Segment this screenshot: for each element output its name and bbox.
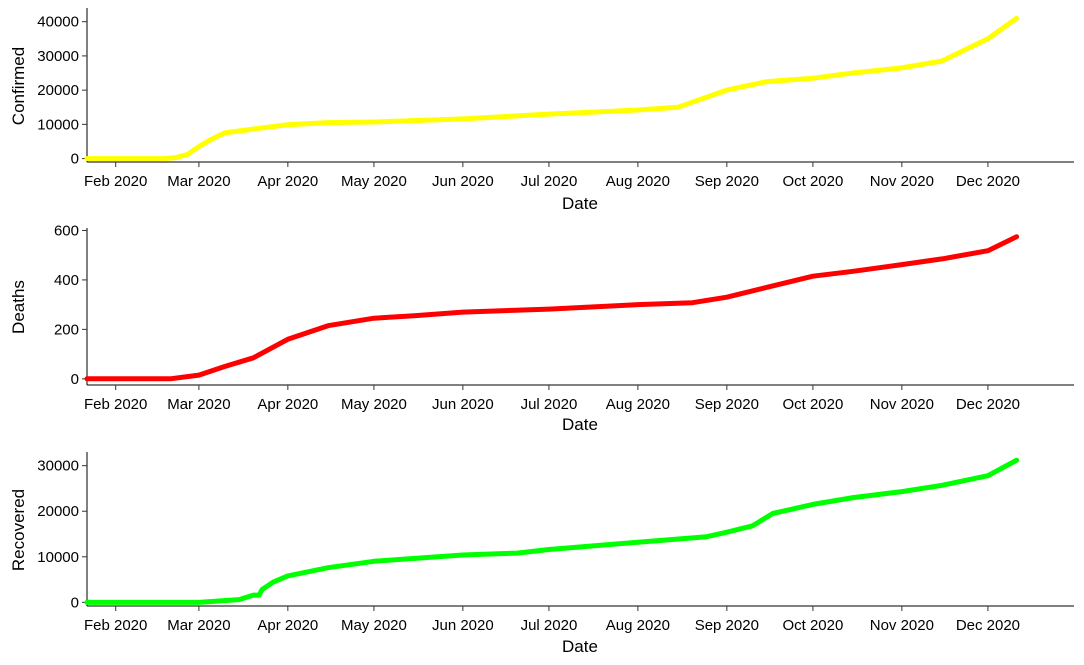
recovered-x-tick-label: Sep 2020 (695, 617, 759, 634)
confirmed-x-tick-label: Nov 2020 (870, 173, 934, 190)
deaths-x-tick-label: Dec 2020 (956, 396, 1020, 413)
recovered-y-tick-label: 0 (71, 594, 79, 611)
recovered-line (84, 457, 1020, 605)
confirmed-x-tick-label: Aug 2020 (606, 173, 670, 190)
recovered-x-tick-label: Jul 2020 (521, 617, 578, 634)
recovered-y-tick-label: 10000 (37, 549, 79, 566)
confirmed-ticks: Feb 2020 Mar 2020 Apr 2020 May 2020 Jun 2020… (37, 14, 1020, 190)
recovered-y-tick-label: 20000 (37, 503, 79, 520)
recovered-x-tick-label: Dec 2020 (956, 617, 1020, 634)
deaths-x-tick-label: Sep 2020 (695, 396, 759, 413)
recovered-x-axis-title: Date (562, 637, 598, 656)
confirmed-x-tick-label: Apr 2020 (257, 173, 318, 190)
recovered-x-tick-label: Oct 2020 (782, 617, 843, 634)
deaths-y-tick-label: 0 (71, 371, 79, 388)
deaths-x-tick-label: May 2020 (341, 396, 407, 413)
confirmed-y-tick-label: 20000 (37, 82, 79, 99)
confirmed-y-tick-label: 30000 (37, 48, 79, 65)
confirmed-line (84, 15, 1020, 162)
recovered-panel: Date Recovered Feb 2020 Mar 2020 Apr 2020 M… (9, 452, 1074, 656)
recovered-x-tick-label: Apr 2020 (257, 617, 318, 634)
deaths-x-tick-label: Aug 2020 (606, 396, 670, 413)
confirmed-x-tick-label: Feb 2020 (84, 173, 147, 190)
confirmed-x-tick-label: Oct 2020 (782, 173, 843, 190)
recovered-x-tick-label: Aug 2020 (606, 617, 670, 634)
deaths-x-tick-label: Apr 2020 (257, 396, 318, 413)
confirmed-y-axis-title: Confirmed (9, 47, 28, 125)
deaths-y-tick-label: 600 (54, 222, 79, 239)
deaths-x-tick-label: Feb 2020 (84, 396, 147, 413)
confirmed-x-tick-label: Sep 2020 (695, 173, 759, 190)
deaths-ticks: Feb 2020 Mar 2020 Apr 2020 May 2020 Jun 2020… (54, 222, 1020, 413)
deaths-x-axis-title: Date (562, 415, 598, 434)
recovered-x-tick-label: May 2020 (341, 617, 407, 634)
confirmed-x-tick-label: May 2020 (341, 173, 407, 190)
confirmed-x-tick-label: Jul 2020 (521, 173, 578, 190)
recovered-ticks: Feb 2020 Mar 2020 Apr 2020 May 2020 Jun 2020… (37, 458, 1020, 634)
deaths-x-tick-label: Oct 2020 (782, 396, 843, 413)
recovered-x-tick-label: Mar 2020 (167, 617, 230, 634)
deaths-y-axis-title: Deaths (9, 280, 28, 334)
confirmed-y-tick-label: 0 (71, 151, 79, 168)
recovered-y-axis-title: Recovered (9, 489, 28, 571)
recovered-x-tick-label: Feb 2020 (84, 617, 147, 634)
recovered-x-tick-label: Jun 2020 (432, 617, 494, 634)
deaths-panel: Date Deaths Feb 2020 Mar 2020 Apr 2020 May … (9, 222, 1074, 434)
deaths-x-tick-label: Nov 2020 (870, 396, 934, 413)
confirmed-panel: Date Confirmed Feb 2020 Mar 2020 Apr 2020 M… (9, 8, 1074, 213)
deaths-y-tick-label: 400 (54, 272, 79, 289)
deaths-x-tick-label: Mar 2020 (167, 396, 230, 413)
recovered-x-tick-label: Nov 2020 (870, 617, 934, 634)
recovered-y-tick-label: 30000 (37, 458, 79, 475)
confirmed-x-tick-label: Dec 2020 (956, 173, 1020, 190)
deaths-y-tick-label: 200 (54, 321, 79, 338)
deaths-x-tick-label: Jul 2020 (521, 396, 578, 413)
confirmed-x-tick-label: Jun 2020 (432, 173, 494, 190)
confirmed-y-tick-label: 40000 (37, 14, 79, 31)
confirmed-y-tick-label: 10000 (37, 116, 79, 133)
deaths-x-tick-label: Jun 2020 (432, 396, 494, 413)
deaths-line (84, 234, 1020, 382)
confirmed-x-tick-label: Mar 2020 (167, 173, 230, 190)
confirmed-x-axis-title: Date (562, 194, 598, 213)
